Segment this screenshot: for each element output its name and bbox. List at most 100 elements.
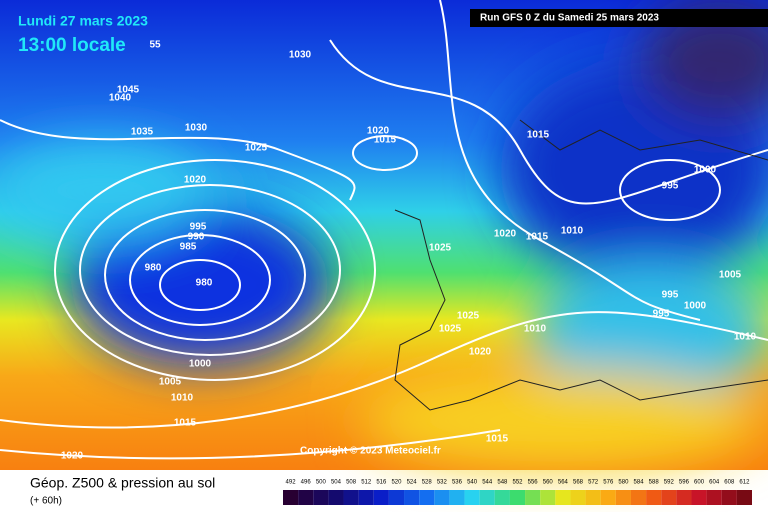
scale-label: 556 bbox=[528, 480, 539, 486]
scale-swatch bbox=[419, 490, 435, 505]
isobar-label: 980 bbox=[145, 263, 162, 274]
isobar-label: 1000 bbox=[189, 359, 212, 370]
scale-swatch bbox=[509, 490, 526, 505]
isobar-label: 995 bbox=[662, 290, 679, 301]
scale-label: 580 bbox=[618, 480, 629, 486]
scale-swatch bbox=[404, 490, 420, 505]
scale-swatch bbox=[630, 490, 647, 505]
isobar-label: 1020 bbox=[184, 175, 207, 186]
scale-swatch bbox=[479, 490, 495, 505]
scale-label: 604 bbox=[709, 480, 720, 486]
scale-label: 568 bbox=[573, 480, 584, 486]
footer-title: Géop. Z500 & pression au sol bbox=[30, 475, 215, 491]
isobar-label: 1010 bbox=[561, 226, 584, 237]
scale-swatch bbox=[676, 490, 692, 505]
scale-swatch bbox=[646, 490, 662, 505]
isobar-label: 990 bbox=[188, 232, 205, 243]
isobar-label: 1030 bbox=[289, 50, 312, 61]
scale-swatch bbox=[283, 490, 299, 505]
scale-label: 612 bbox=[739, 480, 750, 486]
scale-label: 548 bbox=[497, 480, 508, 486]
scale-label: 540 bbox=[467, 480, 478, 486]
scale-swatch bbox=[555, 490, 571, 505]
isobar-label: 985 bbox=[180, 242, 197, 253]
scale-swatch bbox=[661, 490, 677, 505]
scale-swatch bbox=[343, 490, 359, 505]
scale-label: 552 bbox=[512, 480, 523, 486]
scale-label: 516 bbox=[376, 480, 387, 486]
scale-swatch bbox=[494, 490, 510, 505]
run-info: Run GFS 0 Z du Samedi 25 mars 2023 bbox=[480, 13, 659, 24]
isobar-label: 1015 bbox=[526, 232, 549, 243]
scale-swatch bbox=[570, 490, 586, 505]
scale-label: 564 bbox=[558, 480, 569, 486]
isobar-label: 1010 bbox=[171, 393, 194, 404]
copyright: Copyright © 2023 Meteociel.fr bbox=[300, 446, 441, 457]
scale-label: 500 bbox=[316, 480, 327, 486]
isobar-label: 980 bbox=[196, 278, 213, 289]
isobar-label: 1005 bbox=[159, 377, 182, 388]
isobar-label: 1040 bbox=[109, 93, 132, 104]
scale-label: 532 bbox=[437, 480, 448, 486]
scale-swatch bbox=[615, 490, 631, 505]
isobar-label: 1015 bbox=[486, 434, 509, 445]
isobar-label: 55 bbox=[149, 40, 161, 51]
scale-label: 492 bbox=[286, 480, 297, 486]
scale-swatch bbox=[736, 490, 752, 505]
isobar-label: 995 bbox=[662, 181, 679, 192]
scale-label: 560 bbox=[543, 480, 554, 486]
isobar-label: 1025 bbox=[439, 324, 462, 335]
isobar-label: 995 bbox=[653, 309, 670, 320]
run-banner bbox=[470, 9, 768, 27]
field bbox=[0, 0, 768, 470]
isobar-label: 995 bbox=[190, 222, 207, 233]
scale-label: 528 bbox=[422, 480, 433, 486]
isobar-label: 1005 bbox=[719, 270, 742, 281]
isobar-label: 1015 bbox=[527, 130, 550, 141]
isobars bbox=[0, 0, 768, 458]
scale-label: 504 bbox=[331, 480, 342, 486]
scale-label: 596 bbox=[679, 480, 690, 486]
date: Lundi 27 mars 2023 bbox=[18, 13, 148, 29]
isobar-label: 1015 bbox=[174, 418, 197, 429]
isobar-label: 1010 bbox=[524, 324, 547, 335]
scale-swatch bbox=[600, 490, 616, 505]
scale-label: 576 bbox=[603, 480, 614, 486]
scale-label: 508 bbox=[346, 480, 357, 486]
scale-label: 584 bbox=[634, 480, 645, 486]
coastlines bbox=[394, 119, 768, 411]
footer-lead: (+ 60h) bbox=[30, 496, 62, 507]
isobar-label: 1030 bbox=[185, 123, 208, 134]
time: 13:00 locale bbox=[18, 35, 126, 56]
isobar-label: 1045 bbox=[117, 85, 140, 96]
scale-label: 536 bbox=[452, 480, 463, 486]
isobar-label: 1015 bbox=[374, 135, 397, 146]
isobar-label: 1025 bbox=[457, 311, 480, 322]
scale-swatch bbox=[721, 490, 737, 505]
scale-label: 600 bbox=[694, 480, 705, 486]
isobar-label: 1020 bbox=[367, 126, 390, 137]
isobar-label: 1025 bbox=[429, 243, 452, 254]
scale-swatch bbox=[449, 490, 465, 505]
scale-swatch bbox=[585, 490, 601, 505]
scale-label: 588 bbox=[649, 480, 660, 486]
scale-swatch bbox=[328, 490, 344, 505]
isobar-label: 1025 bbox=[245, 143, 268, 154]
scale-swatch bbox=[373, 490, 389, 505]
scale-swatch bbox=[298, 490, 314, 505]
isobar-label: 1010 bbox=[734, 332, 757, 343]
isobar-label: 1000 bbox=[694, 165, 717, 176]
isobar-label: 1035 bbox=[131, 127, 154, 138]
scale-label: 544 bbox=[482, 480, 493, 486]
scale-swatch bbox=[525, 490, 541, 505]
scale-swatch bbox=[691, 490, 707, 505]
scale-label: 524 bbox=[407, 480, 418, 486]
scale-swatch bbox=[434, 490, 450, 505]
isobar-label: 1000 bbox=[684, 301, 707, 312]
scale-swatch bbox=[388, 490, 405, 505]
scale-swatch bbox=[313, 490, 329, 505]
scale-swatch bbox=[464, 490, 480, 505]
scale-swatch bbox=[540, 490, 556, 505]
scale-label: 572 bbox=[588, 480, 599, 486]
scale-label: 512 bbox=[361, 480, 372, 486]
